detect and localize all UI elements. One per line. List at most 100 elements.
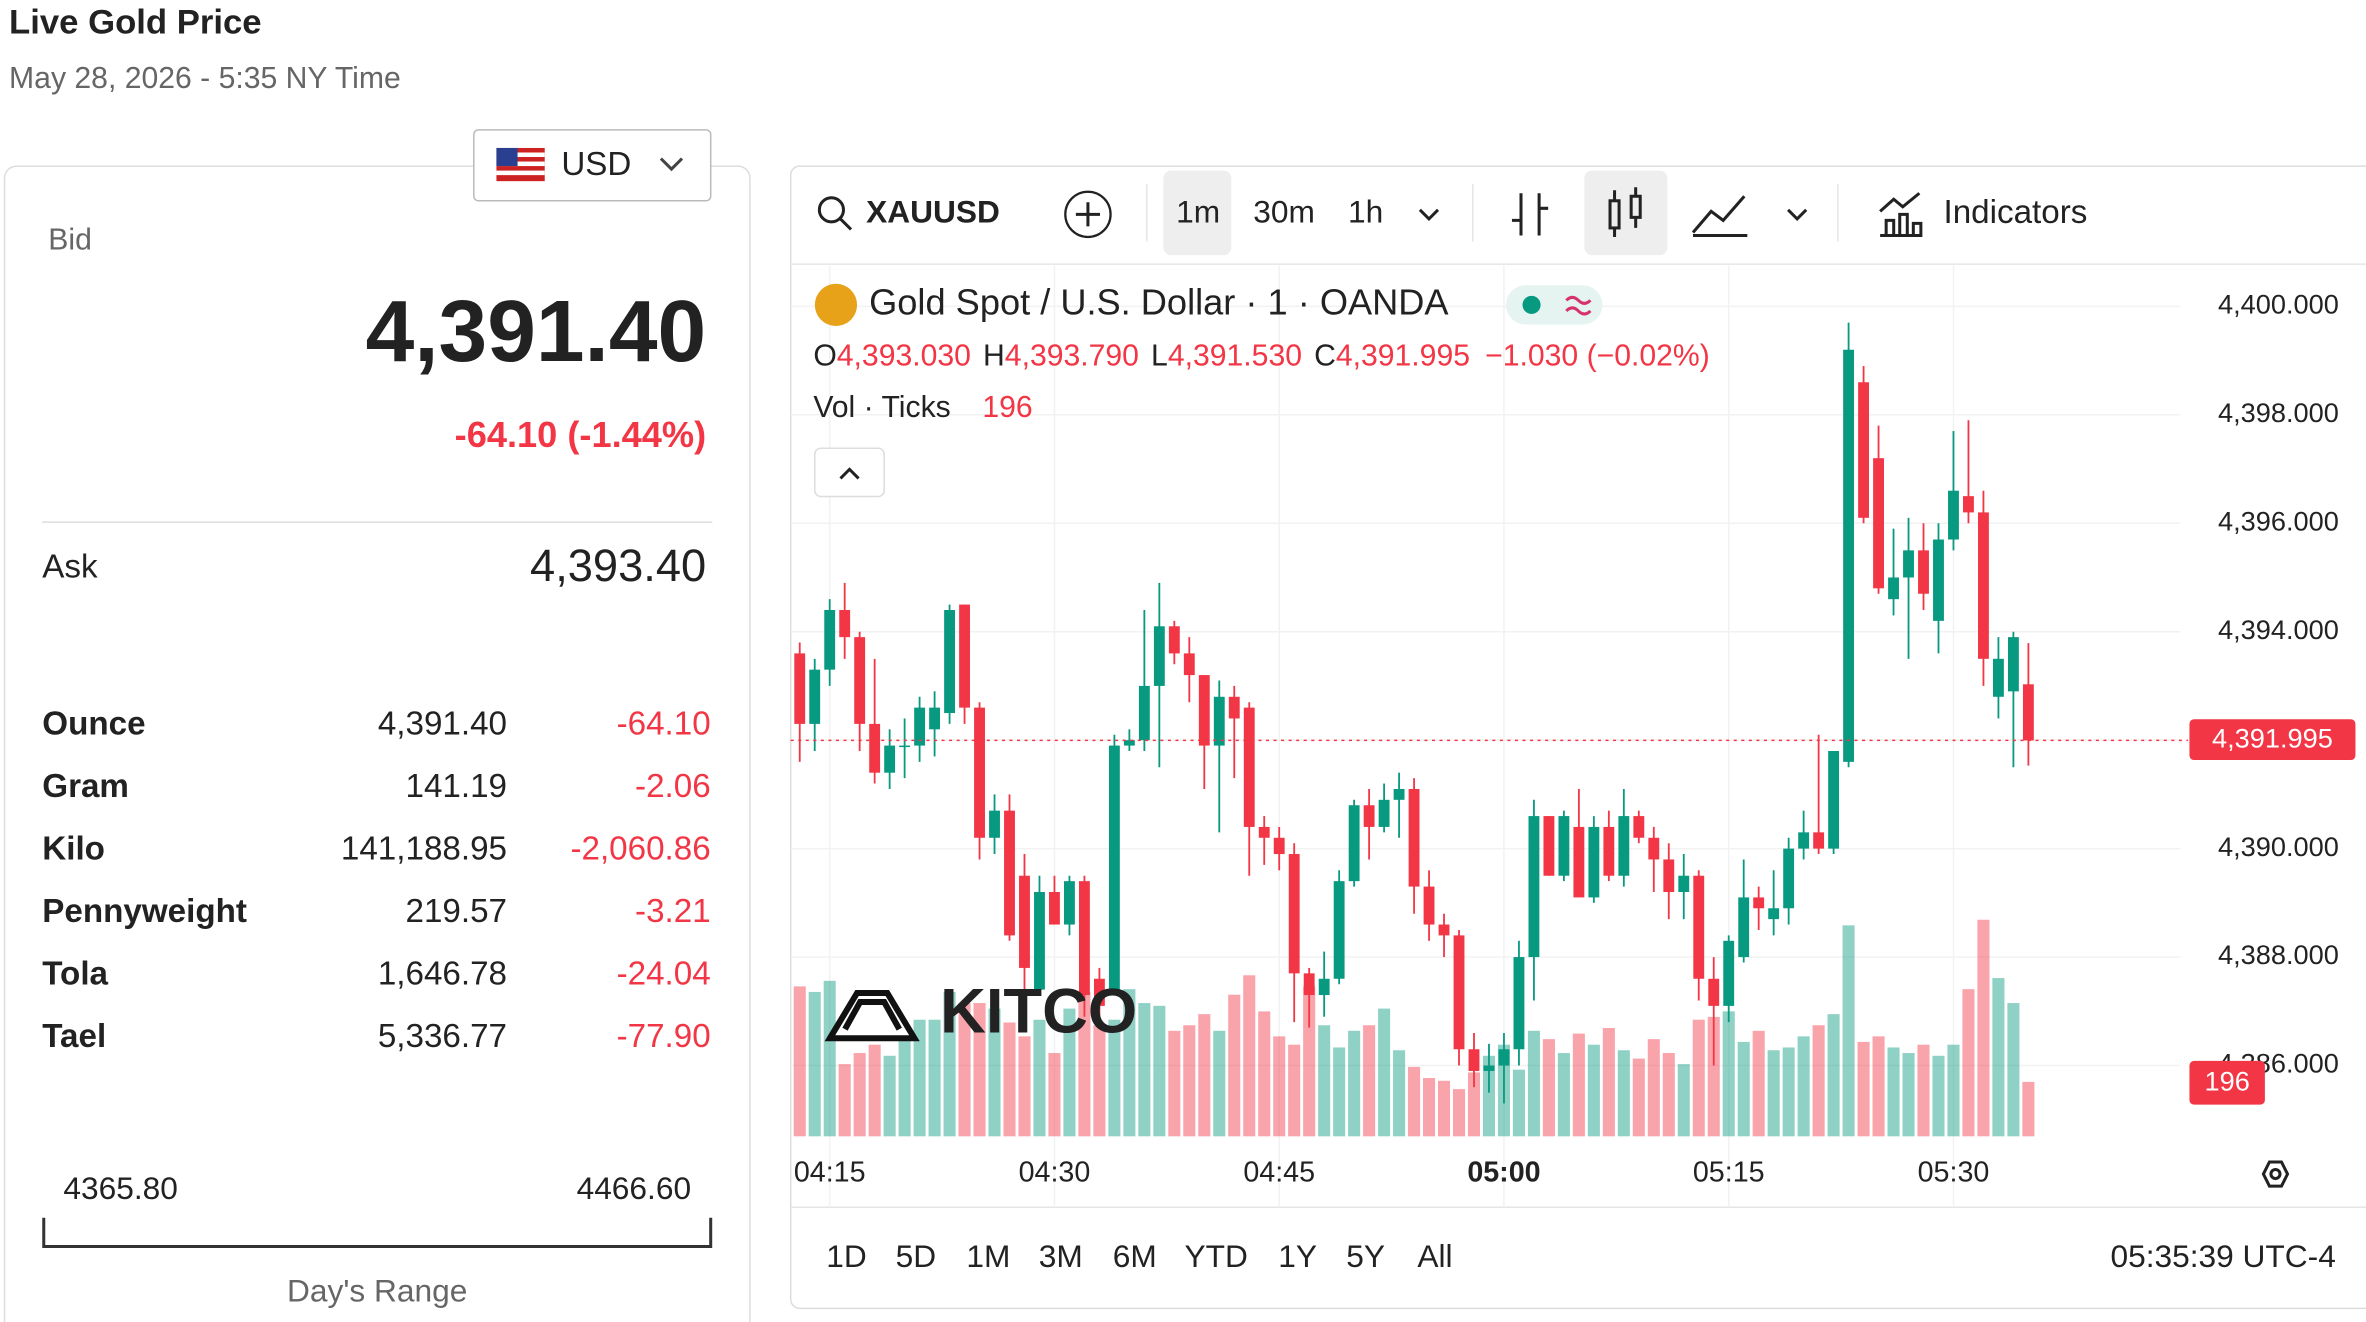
candle-body: [1603, 826, 1615, 876]
volume-bar: [1078, 991, 1091, 1137]
range-button[interactable]: 5Y: [1346, 1238, 1385, 1274]
range-button[interactable]: 1D: [826, 1238, 866, 1274]
unit-price: 141,188.95: [341, 831, 507, 868]
unit-price: 219.57: [405, 893, 507, 930]
currency: USD: [561, 146, 631, 183]
watermark: KITCO: [940, 976, 1137, 1046]
approx-icon: [1565, 295, 1592, 316]
currency-select[interactable]: [473, 129, 712, 202]
candle-body: [1078, 881, 1090, 996]
candle-body: [1858, 382, 1870, 518]
volume-bar: [1662, 1053, 1675, 1137]
candle-body: [1633, 816, 1645, 838]
y-tick-label: 4,396.000: [2218, 505, 2339, 536]
candle-body: [1783, 848, 1795, 909]
candle-body: [1543, 816, 1555, 876]
volume-bar: [1617, 1050, 1630, 1137]
volume-bar: [793, 986, 806, 1137]
volume-bar: [1003, 1022, 1016, 1137]
unit-change: -64.10: [617, 706, 711, 743]
l: C: [1314, 340, 1336, 373]
range-high: 4466.60: [577, 1170, 692, 1206]
settings-icon[interactable]: [2261, 1160, 2290, 1188]
candle-body: [1138, 685, 1150, 741]
candle-body: [1348, 805, 1360, 882]
range-low: 4365.80: [63, 1170, 178, 1206]
volume-bar: [1138, 1003, 1151, 1137]
v: 4,391.530: [1168, 340, 1302, 373]
volume-bar: [1348, 1030, 1361, 1137]
unit-name: Kilo: [42, 831, 105, 868]
chevron: [659, 157, 684, 172]
toolbar-icons: [817, 190, 1923, 239]
volume-bar: [1707, 1016, 1720, 1137]
indicators[interactable]: Indicators: [1944, 194, 2088, 231]
candle-body: [1213, 696, 1225, 746]
volume-bar: [1887, 1047, 1900, 1137]
candle-body: [1483, 1065, 1495, 1071]
volume-bar: [1108, 1019, 1121, 1137]
candle-body: [1004, 810, 1015, 936]
volume-bar: [1467, 1072, 1481, 1137]
volume-bar: [1408, 1066, 1421, 1137]
volume-bar: [1228, 994, 1241, 1137]
volume-bar: [1902, 1053, 1915, 1137]
collapse[interactable]: [814, 447, 885, 498]
candle-body: [1693, 875, 1705, 979]
candle-body: [1318, 978, 1330, 996]
interval[interactable]: 1m: [1176, 194, 1220, 230]
range-button[interactable]: 5D: [896, 1238, 936, 1274]
unit-change: -2,060.86: [570, 831, 710, 868]
candle-body: [794, 653, 806, 724]
y-tick-label: 4,390.000: [2218, 831, 2339, 862]
volume-bar: [1767, 1050, 1780, 1137]
candle-body: [869, 723, 881, 773]
volume-bar: [1962, 989, 1975, 1137]
candle-body: [1992, 658, 2004, 697]
unit-name: Gram: [42, 768, 129, 805]
volume-bar: [1423, 1078, 1436, 1137]
range-button[interactable]: 1Y: [1278, 1238, 1317, 1274]
l: H: [983, 340, 1005, 373]
candle-body: [884, 745, 896, 773]
ask: 4,393.40: [530, 540, 706, 591]
candle-body: [1528, 816, 1540, 958]
volume-bar: [1273, 1036, 1286, 1137]
flag: [496, 147, 545, 182]
volume-bar: [1647, 1039, 1660, 1137]
candle-body: [1843, 349, 1855, 762]
volume-bar: [1333, 1047, 1346, 1137]
range-button[interactable]: 3M: [1039, 1238, 1083, 1274]
volume-bar: [1452, 1089, 1466, 1137]
volume-bar: [973, 1003, 986, 1137]
candle-body: [1738, 897, 1750, 958]
range-button[interactable]: YTD: [1185, 1238, 1248, 1274]
candle-body: [1273, 837, 1285, 855]
unit-change: -3.21: [635, 893, 711, 930]
range-button[interactable]: 6M: [1113, 1238, 1157, 1274]
candle-body: [839, 610, 851, 638]
volume-bar: [1632, 1058, 1645, 1137]
candle-body: [1333, 881, 1345, 979]
range-button[interactable]: 1M: [966, 1238, 1010, 1274]
status-dot: [1522, 295, 1541, 314]
range-button[interactable]: All: [1417, 1238, 1452, 1274]
date: May 28, 2026 - 5:35 NY Time: [9, 62, 401, 95]
volume-bar: [1932, 1055, 1945, 1137]
volume-bar: [1812, 1025, 1825, 1137]
candle-body: [1963, 496, 1974, 513]
symbol[interactable]: XAUUSD: [866, 194, 1000, 230]
interval[interactable]: 30m: [1253, 194, 1315, 230]
candle-body: [1723, 940, 1735, 1006]
volume-bar: [1557, 1053, 1570, 1137]
candle-body: [1183, 653, 1195, 676]
candle-body: [854, 637, 866, 724]
interval[interactable]: 1h: [1348, 194, 1383, 230]
candle-body: [974, 707, 985, 838]
x-tick-label: 05:15: [1693, 1157, 1765, 1189]
v: 4,393.030: [837, 340, 971, 373]
candle-body: [1978, 512, 1989, 659]
candle-body: [1243, 707, 1255, 827]
candle-body: [1498, 1049, 1510, 1066]
volume-bar: [913, 1019, 926, 1137]
